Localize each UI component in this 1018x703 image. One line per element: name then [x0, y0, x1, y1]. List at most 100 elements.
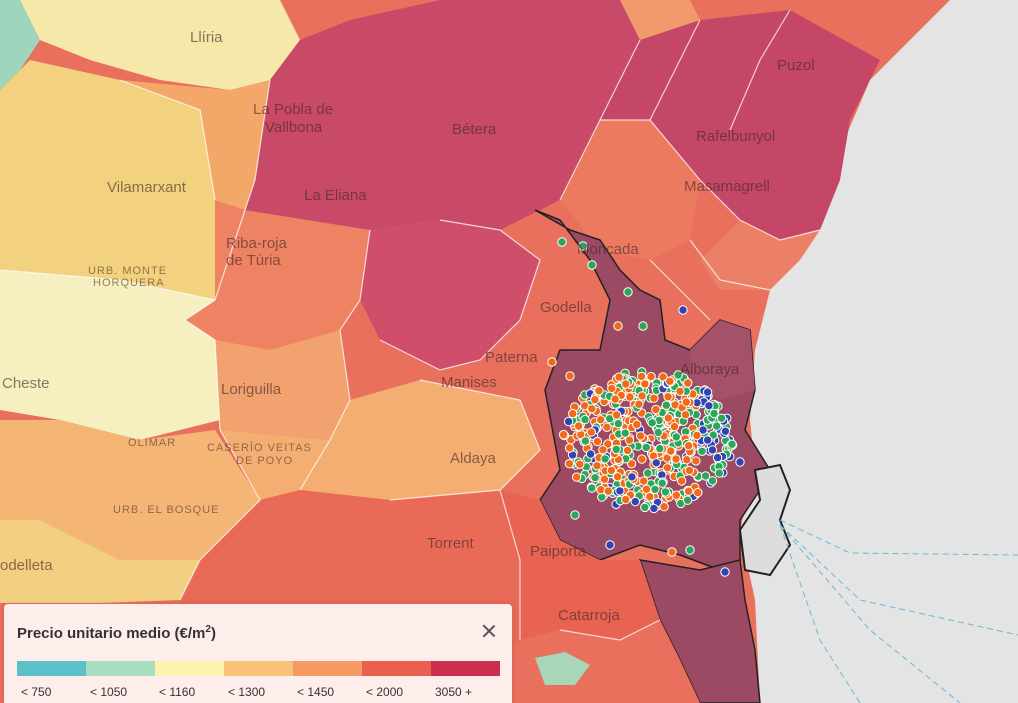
price-marker[interactable]	[647, 418, 657, 428]
price-marker[interactable]	[671, 432, 681, 442]
price-marker[interactable]	[735, 457, 745, 467]
price-marker[interactable]	[564, 459, 575, 469]
price-marker[interactable]	[587, 483, 597, 493]
price-marker[interactable]	[697, 446, 707, 456]
region-orange-ne[interactable]	[120, 80, 270, 210]
price-marker[interactable]	[590, 473, 600, 483]
price-marker[interactable]	[702, 435, 713, 445]
price-marker[interactable]	[638, 321, 648, 331]
price-marker[interactable]	[683, 441, 694, 451]
price-marker[interactable]	[660, 487, 671, 497]
price-marker[interactable]	[651, 404, 661, 415]
price-marker[interactable]	[570, 510, 580, 520]
price-marker[interactable]	[598, 445, 608, 455]
price-marker[interactable]	[587, 260, 597, 270]
price-marker[interactable]	[667, 547, 677, 557]
price-marker[interactable]	[673, 370, 683, 380]
region-north-coast[interactable]	[600, 10, 880, 240]
price-marker[interactable]	[712, 452, 723, 463]
price-marker[interactable]	[558, 429, 569, 440]
region-paiporta[interactable]	[500, 490, 660, 640]
price-marker[interactable]	[661, 400, 671, 410]
region-ribaroja[interactable]	[185, 200, 370, 350]
price-marker[interactable]	[607, 383, 617, 394]
price-marker[interactable]	[643, 468, 653, 478]
price-marker[interactable]	[682, 455, 692, 465]
price-marker[interactable]	[637, 454, 647, 464]
close-icon[interactable]	[480, 622, 498, 640]
price-marker[interactable]	[592, 436, 603, 447]
price-marker[interactable]	[578, 241, 588, 251]
price-marker[interactable]	[614, 372, 624, 382]
price-marker[interactable]	[671, 490, 681, 500]
price-marker[interactable]	[702, 387, 713, 397]
price-marker[interactable]	[624, 435, 635, 445]
price-marker[interactable]	[580, 436, 591, 446]
price-marker[interactable]	[700, 471, 711, 481]
price-marker[interactable]	[684, 465, 695, 476]
region-eliana[interactable]	[360, 220, 540, 370]
price-marker[interactable]	[691, 456, 701, 466]
price-marker[interactable]	[683, 378, 693, 388]
price-marker[interactable]	[575, 459, 585, 469]
price-marker[interactable]	[594, 386, 604, 396]
price-marker[interactable]	[669, 421, 680, 432]
price-marker[interactable]	[621, 494, 631, 505]
price-marker[interactable]	[587, 404, 597, 414]
price-marker[interactable]	[635, 431, 646, 441]
price-marker[interactable]	[659, 502, 669, 512]
price-marker[interactable]	[665, 376, 675, 386]
price-marker[interactable]	[612, 472, 623, 482]
price-marker[interactable]	[646, 371, 656, 382]
price-marker[interactable]	[573, 421, 584, 431]
price-marker[interactable]	[568, 408, 578, 419]
region-cheste[interactable]	[0, 270, 220, 440]
price-marker[interactable]	[681, 397, 691, 407]
region-sw-yellow[interactable]	[0, 520, 200, 603]
region-loriguilla[interactable]	[215, 330, 350, 440]
region-aldaya[interactable]	[220, 380, 540, 500]
price-marker[interactable]	[565, 371, 575, 381]
price-marker[interactable]	[707, 476, 718, 486]
price-marker[interactable]	[580, 414, 590, 425]
price-marker[interactable]	[651, 458, 661, 468]
price-marker[interactable]	[585, 449, 596, 459]
price-marker[interactable]	[716, 413, 727, 423]
price-marker[interactable]	[640, 502, 650, 513]
price-marker[interactable]	[600, 454, 610, 464]
price-marker[interactable]	[693, 487, 703, 498]
region-alboraya[interactable]	[690, 320, 755, 400]
price-marker[interactable]	[663, 392, 673, 402]
price-marker[interactable]	[611, 444, 621, 455]
price-marker[interactable]	[649, 393, 659, 403]
price-marker[interactable]	[632, 419, 642, 430]
price-marker[interactable]	[675, 386, 685, 396]
price-marker[interactable]	[563, 416, 574, 427]
region-liria[interactable]	[20, 0, 300, 90]
price-marker[interactable]	[621, 379, 631, 389]
price-marker[interactable]	[720, 426, 731, 436]
price-marker[interactable]	[592, 461, 602, 471]
price-marker[interactable]	[637, 391, 647, 401]
region-pobla[interactable]	[245, 0, 640, 230]
price-marker[interactable]	[564, 443, 575, 453]
price-marker[interactable]	[603, 486, 613, 496]
price-marker[interactable]	[671, 454, 681, 464]
price-marker[interactable]	[571, 472, 582, 482]
price-marker[interactable]	[698, 425, 708, 435]
price-marker[interactable]	[678, 305, 688, 315]
price-marker[interactable]	[727, 439, 737, 449]
price-marker[interactable]	[606, 465, 617, 476]
price-marker[interactable]	[557, 237, 567, 247]
region-vilamarxant[interactable]	[0, 60, 240, 300]
price-marker[interactable]	[657, 478, 667, 488]
price-marker[interactable]	[610, 394, 620, 404]
price-marker[interactable]	[623, 287, 633, 297]
price-marker[interactable]	[650, 484, 660, 495]
price-marker[interactable]	[704, 401, 714, 411]
price-marker[interactable]	[677, 476, 687, 486]
price-marker[interactable]	[615, 486, 625, 496]
price-marker[interactable]	[641, 442, 651, 453]
price-marker[interactable]	[634, 399, 644, 409]
